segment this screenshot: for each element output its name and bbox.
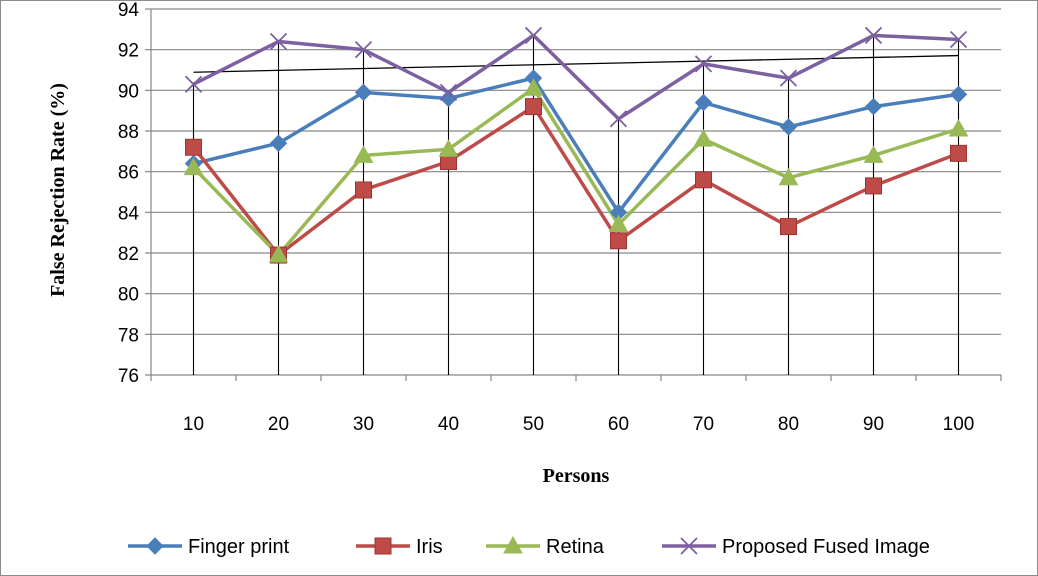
- retina-point: [778, 167, 799, 186]
- retina-point: [863, 145, 884, 163]
- proposed-fused-image-point: [354, 41, 373, 59]
- finger-print-point: [694, 93, 713, 112]
- x-tick-labels: 10 20 30 40 50 60 70 80 90 100: [183, 414, 974, 435]
- y-tick-label: 88: [118, 122, 139, 143]
- finger-print-point: [864, 97, 883, 116]
- iris-point: [355, 181, 372, 199]
- proposed-fused-image-point: [694, 55, 713, 73]
- x-tick-label: 10: [183, 414, 204, 435]
- legend-item-finger-print: Finger print: [128, 536, 290, 558]
- proposed-fused-image-point: [524, 26, 543, 45]
- x-tick-label: 60: [608, 414, 629, 435]
- proposed-fused-image-point: [609, 110, 628, 128]
- axes: [145, 8, 1002, 381]
- iris-point: [695, 171, 712, 189]
- finger-print-point: [269, 134, 288, 152]
- iris-point: [865, 177, 882, 195]
- y-tick-label: 76: [118, 366, 139, 387]
- y-tick-label: 94: [118, 0, 140, 21]
- iris-point: [610, 232, 627, 250]
- x-tick-label: 70: [693, 414, 714, 435]
- x-tick-label: 20: [268, 414, 289, 435]
- iris-line: [192, 104, 960, 257]
- x-tick-label: 40: [438, 414, 459, 435]
- legend-item-retina: Retina: [486, 535, 605, 558]
- y-tick-label: 84: [118, 203, 140, 224]
- y-tick-label: 82: [118, 244, 139, 265]
- trend-and-droplines: [192, 35, 960, 375]
- series-markers: [183, 26, 969, 264]
- retina-point: [268, 245, 289, 263]
- proposed-fused-image-point: [864, 26, 883, 45]
- retina-point: [523, 78, 544, 96]
- proposed-fused-image-point: [184, 75, 203, 93]
- finger-print-line: [193, 76, 959, 215]
- proposed-fused-image-point: [439, 83, 458, 102]
- series-lines: [192, 33, 960, 257]
- x-tick-label: 90: [863, 414, 884, 435]
- legend-item-proposed-fused-image: Proposed Fused Image: [662, 536, 930, 558]
- iris-point: [525, 98, 542, 116]
- legend-item-iris: Iris: [356, 536, 443, 558]
- proposed-fused-image-point: [779, 69, 798, 87]
- legend: Finger print Iris Retina Proposed Fused Ima…: [128, 535, 930, 558]
- trend-line: [193, 54, 959, 73]
- finger-print-point: [354, 83, 373, 102]
- legend-label: Finger print: [188, 536, 290, 558]
- x-tick-label: 100: [943, 414, 975, 435]
- y-tick-label: 90: [118, 81, 139, 102]
- proposed-fused-image-point: [949, 30, 968, 49]
- finger-print-point: [439, 89, 458, 108]
- legend-swatch-marker: [374, 537, 392, 555]
- iris-point: [185, 138, 202, 156]
- iris-point: [780, 218, 797, 236]
- retina-point: [438, 139, 459, 157]
- retina-point: [948, 118, 969, 137]
- legend-swatch-marker: [146, 537, 164, 555]
- iris-point: [950, 144, 967, 162]
- x-tick-label: 80: [778, 414, 799, 435]
- x-axis-title: Persons: [543, 465, 610, 487]
- x-tick-label: 30: [353, 414, 374, 435]
- legend-swatch-marker: [680, 537, 698, 555]
- finger-print-point: [779, 118, 798, 136]
- legend-swatch-marker: [503, 535, 523, 554]
- y-tick-label: 86: [118, 163, 139, 184]
- proposed-fused-image-point: [269, 32, 288, 51]
- legend-label: Proposed Fused Image: [722, 536, 930, 558]
- finger-print-point: [949, 85, 968, 104]
- legend-label: Retina: [546, 536, 605, 558]
- retina-point: [693, 129, 714, 147]
- proposed-fused-image-line: [192, 33, 959, 121]
- y-axis-title: False Rejection Rate (%): [47, 83, 69, 297]
- y-tick-label: 80: [118, 285, 139, 306]
- retina-point: [183, 157, 204, 176]
- y-tick-label: 92: [118, 41, 139, 62]
- retina-line: [192, 86, 960, 257]
- y-tick-labels: 76 78 80 82 84 86 88 90 92 94: [118, 0, 140, 387]
- retina-point: [608, 214, 629, 233]
- retina-point: [353, 145, 374, 163]
- gridlines: [151, 8, 1001, 376]
- legend-label: Iris: [416, 536, 443, 558]
- y-tick-label: 78: [118, 325, 139, 346]
- x-tick-label: 50: [523, 414, 544, 435]
